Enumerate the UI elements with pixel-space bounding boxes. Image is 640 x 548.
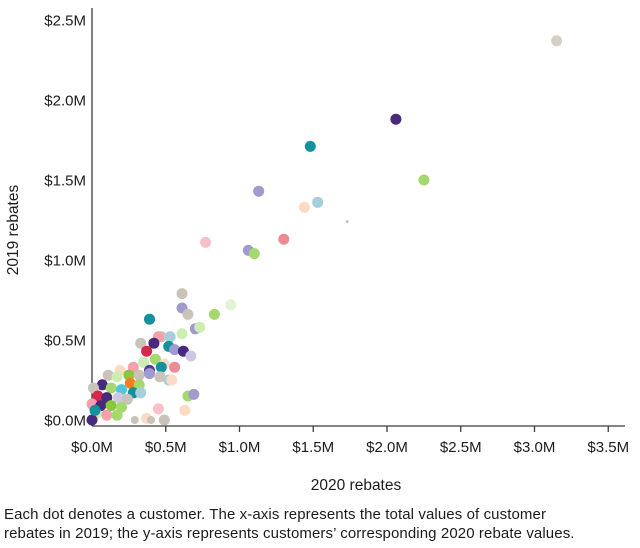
data-point: [101, 409, 113, 421]
x-tick-label: $1.0M: [219, 439, 261, 456]
data-point: [225, 299, 237, 311]
y-tick-label: $0.5M: [44, 333, 86, 350]
data-point: [105, 382, 117, 394]
data-point: [154, 371, 166, 383]
data-point: [200, 236, 212, 248]
data-point: [312, 196, 324, 208]
data-point: [105, 400, 117, 412]
x-tick-label: $2.5M: [440, 439, 482, 456]
data-point: [248, 248, 260, 260]
data-point: [138, 356, 150, 368]
data-point: [208, 308, 220, 320]
data-point: [194, 321, 206, 333]
data-point: [158, 414, 170, 426]
caption-line: Each dot denotes a customer. The x-axis …: [4, 506, 547, 523]
data-point: [144, 313, 155, 325]
data-point: [155, 361, 167, 373]
data-point: [101, 392, 113, 404]
y-tick-label: $0.0M: [44, 413, 86, 430]
y-tick-label: $1.5M: [44, 173, 86, 190]
data-point: [418, 174, 430, 186]
y-tick-label: $1.0M: [44, 253, 86, 270]
scatter-plot: $0.0M $0.5M $1.0M $1.5M $2.0M $2.5M $3.0M $3.5M…: [5, 8, 629, 494]
data-point: [144, 368, 155, 380]
data-point: [188, 388, 200, 400]
data-point: [147, 416, 155, 424]
data-point: [152, 403, 164, 415]
data-point: [169, 361, 181, 373]
data-point: [304, 140, 316, 152]
data-point: [141, 345, 153, 357]
data-point: [148, 337, 160, 349]
data-point: [390, 113, 402, 125]
data-points: [86, 35, 563, 426]
data-point: [116, 401, 127, 413]
data-point: [111, 409, 123, 421]
data-point: [164, 331, 176, 343]
data-point: [176, 328, 188, 340]
data-point: [96, 379, 108, 391]
data-point: [176, 288, 188, 300]
data-point: [124, 377, 136, 389]
data-point: [127, 361, 139, 373]
data-point: [149, 353, 161, 365]
data-point: [86, 414, 98, 426]
x-tick-label: $3.0M: [514, 439, 556, 456]
data-point: [133, 369, 145, 381]
data-point: [113, 392, 124, 404]
y-tick-label: $2.5M: [44, 13, 86, 30]
data-point: [253, 185, 265, 197]
data-point: [135, 387, 147, 399]
data-point: [130, 416, 139, 424]
caption-line: rebates in 2019; the y-axis represents c…: [4, 525, 575, 543]
data-point: [92, 390, 104, 402]
data-point: [135, 337, 147, 349]
x-axis-ticks: $0.0M $0.5M $1.0M $1.5M $2.0M $2.5M $3.0M $3.5M: [71, 426, 629, 456]
data-point: [278, 233, 290, 245]
x-tick-label: $3.5M: [587, 439, 629, 456]
x-axis-title: 2020 rebates: [311, 477, 402, 494]
y-axis-title: 2019 rebates: [5, 185, 22, 276]
data-point: [89, 404, 101, 416]
figure-caption: Each dot denotes a customer. The x-axis …: [4, 505, 614, 543]
x-tick-label: $0.0M: [71, 439, 113, 456]
data-point: [182, 308, 194, 320]
data-point: [111, 371, 123, 383]
data-point: [166, 374, 178, 386]
x-tick-label: $2.0M: [366, 439, 408, 456]
y-tick-label: $2.0M: [44, 93, 86, 110]
data-point: [169, 344, 181, 356]
data-point: [179, 404, 191, 416]
data-point: [298, 201, 310, 213]
data-point: [345, 220, 349, 224]
data-point: [185, 350, 197, 362]
y-axis-ticks: $0.0M $0.5M $1.0M $1.5M $2.0M $2.5M: [44, 13, 86, 430]
data-point: [102, 369, 114, 381]
x-tick-label: $0.5M: [145, 439, 187, 456]
x-tick-label: $1.5M: [292, 439, 334, 456]
data-point: [551, 35, 563, 47]
data-point: [88, 382, 99, 394]
data-point: [121, 393, 133, 405]
